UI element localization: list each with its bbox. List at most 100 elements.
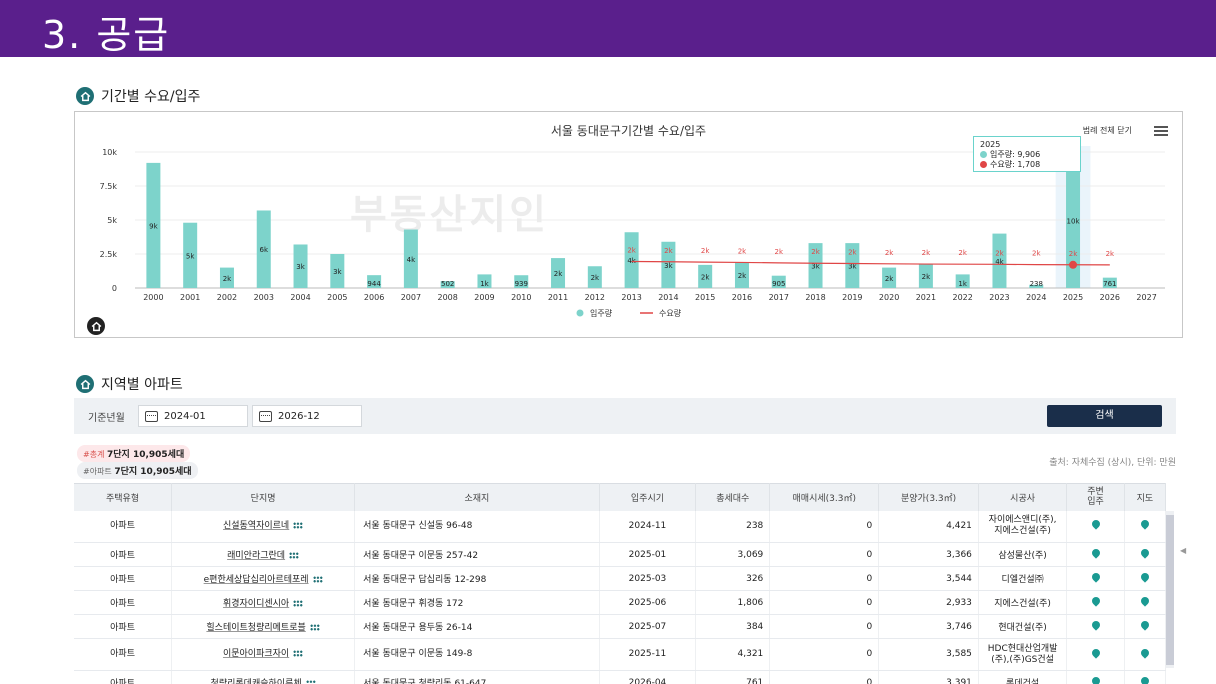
nearby-supply-pin-cell[interactable] (1066, 566, 1125, 591)
building-grid-icon[interactable] (293, 600, 304, 607)
bar-data-label: 502 (441, 280, 454, 288)
y-tick-label: 10k (102, 148, 117, 157)
column-header[interactable]: 매매시세(3.3㎡) (769, 483, 880, 511)
complex-name-link-text[interactable]: 신설동역자이르네 (222, 520, 290, 531)
map-pin-cell[interactable] (1124, 670, 1167, 684)
complex-name-link[interactable]: 래미안라그란데 (171, 542, 356, 567)
table-row[interactable]: 아파트 이문아이파크자이 서울 동대문구 이문동 149-8 2025-11 4,321… (74, 638, 1167, 671)
map-pin-cell[interactable] (1124, 510, 1167, 543)
nearby-supply-pin-cell[interactable] (1066, 542, 1125, 567)
nearby-supply-pin-icon[interactable] (1089, 595, 1102, 607)
address-cell-text: 서울 동대문구 신설동 96-48 (363, 520, 473, 531)
nearby-supply-pin-cell[interactable] (1066, 590, 1125, 615)
map-pin-cell[interactable] (1124, 566, 1167, 591)
demand-point-highlight (1069, 260, 1078, 269)
table-row[interactable]: 아파트 휘경자이디센시아 서울 동대문구 휘경동 172 2025-06 1,806 0 2… (74, 590, 1167, 615)
column-header[interactable]: 소재지 (354, 483, 600, 511)
legend-demand-label: 수요량 (659, 308, 682, 318)
complex-name-link[interactable]: 이문아이파크자이 (171, 638, 356, 671)
section-title-region-label: 지역별 아파트 (101, 377, 183, 393)
column-header[interactable]: 주택유형 (74, 483, 173, 511)
complex-name-link-text[interactable]: 이문아이파크자이 (222, 649, 290, 659)
complex-name-link-text[interactable]: e편한세상답십리아르테포레 (203, 575, 309, 585)
complex-name-link[interactable]: e편한세상답십리아르테포레 (171, 566, 356, 591)
total-badge: #총계 7단지 10,905세대 (77, 445, 191, 462)
apartment-table-wrapper: 주택유형 단지명 소재지 입주시기 총세대수 매매시세(3.3㎡) 분양가(3.… (74, 483, 1176, 684)
map-pin-icon[interactable] (1139, 571, 1151, 583)
date-from-field[interactable]: 2024-01 (138, 405, 248, 427)
housing-type-cell: 아파트 (74, 670, 173, 684)
table-row[interactable]: 아파트 힐스테이트청량리메트로블 서울 동대문구 용두동 26-14 2025-07 3… (74, 614, 1167, 639)
table-row[interactable]: 아파트 래미안라그란데 서울 동대문구 이문동 257-42 2025-01 3,069… (74, 542, 1167, 567)
move-in-date-cell-text: 2026-04 (628, 677, 667, 684)
column-header[interactable]: 분양가(3.3㎡) (878, 483, 979, 511)
home-icon[interactable] (87, 317, 105, 335)
column-header[interactable]: 단지명 (171, 483, 356, 511)
calendar-icon (259, 410, 272, 422)
map-pin-cell[interactable] (1124, 590, 1167, 615)
total-units-cell: 4,321 (695, 638, 771, 671)
nearby-supply-pin-icon[interactable] (1089, 646, 1102, 659)
map-pin-cell[interactable] (1124, 638, 1167, 671)
nearby-supply-pin-icon[interactable] (1089, 571, 1102, 583)
bar-supply (698, 264, 713, 288)
building-grid-icon[interactable] (305, 680, 316, 684)
date-to-field[interactable]: 2026-12 (252, 405, 362, 427)
building-grid-icon[interactable] (309, 624, 320, 631)
nearby-supply-pin-cell[interactable] (1066, 670, 1125, 684)
map-pin-icon[interactable] (1139, 595, 1151, 607)
caret-left-icon[interactable]: ◀ (1180, 546, 1187, 555)
nearby-supply-pin-icon[interactable] (1089, 547, 1102, 559)
bar-supply (551, 258, 566, 288)
nearby-supply-pin-cell[interactable] (1066, 614, 1125, 639)
table-row[interactable]: 아파트 청량리롯데캐슬하이루체 서울 동대문구 청량리동 61-647 2026-04… (74, 670, 1167, 684)
map-pin-icon[interactable] (1139, 547, 1151, 559)
map-pin-cell[interactable] (1124, 614, 1167, 639)
sale-price-cell: 0 (769, 590, 880, 615)
table-scrollbar-thumb[interactable] (1166, 515, 1174, 665)
nearby-supply-pin-icon[interactable] (1089, 675, 1102, 684)
complex-name-link[interactable]: 힐스테이트청량리메트로블 (171, 614, 356, 639)
move-in-date-cell-text: 2025-07 (628, 621, 667, 632)
x-tick-label: 2008 (437, 293, 457, 302)
map-pin-cell[interactable] (1124, 542, 1167, 567)
complex-name-link[interactable]: 휘경자이디센시아 (171, 590, 356, 615)
demand-data-label: 2k (701, 247, 710, 255)
map-pin-icon[interactable] (1139, 619, 1151, 631)
map-pin-icon[interactable] (1139, 646, 1151, 659)
complex-name-link-text[interactable]: 래미안라그란데 (227, 551, 286, 561)
search-button[interactable]: 검색 (1047, 405, 1162, 427)
column-header[interactable]: 입주시기 (599, 483, 697, 511)
complex-name-link-text[interactable]: 힐스테이트청량리메트로블 (206, 623, 306, 633)
building-grid-icon[interactable] (293, 521, 304, 529)
map-pin-icon[interactable] (1139, 675, 1151, 684)
complex-name-link-text[interactable]: 청량리롯데캐슬하이루체 (210, 679, 302, 684)
complex-name-link-text[interactable]: 휘경자이디센시아 (222, 599, 290, 609)
housing-type-cell-text: 아파트 (110, 599, 135, 609)
x-tick-label: 2024 (1026, 293, 1046, 302)
nearby-supply-pin-icon[interactable] (1089, 518, 1102, 530)
x-tick-label: 2017 (769, 293, 789, 302)
table-row[interactable]: 아파트 e편한세상답십리아르테포레 서울 동대문구 답십리동 12-298 2025-… (74, 566, 1167, 591)
map-pin-icon[interactable] (1139, 518, 1151, 530)
apartment-table: 주택유형 단지명 소재지 입주시기 총세대수 매매시세(3.3㎡) 분양가(3.… (74, 483, 1167, 684)
supply-demand-chart: 부동산지인 0 2.5k 5k 7.5k 10k 2000 9k 2001 5k 2002 2k 20… (74, 111, 1183, 338)
column-header[interactable]: 총세대수 (695, 483, 771, 511)
hamburger-menu-icon[interactable] (1154, 126, 1168, 136)
building-grid-icon[interactable] (293, 650, 304, 657)
building-grid-icon[interactable] (289, 552, 300, 559)
nearby-supply-pin-icon[interactable] (1089, 619, 1102, 631)
nearby-supply-pin-cell[interactable] (1066, 638, 1125, 671)
building-grid-icon[interactable] (312, 576, 323, 583)
nearby-supply-pin-cell[interactable] (1066, 510, 1125, 543)
column-header[interactable]: 주변 입주 (1066, 483, 1125, 511)
column-header[interactable]: 지도 (1124, 483, 1167, 511)
table-scrollbar[interactable] (1166, 511, 1174, 668)
offer-price-cell-text: 3,746 (946, 621, 972, 632)
complex-name-link[interactable]: 신설동역자이르네 (171, 510, 356, 543)
complex-name-link[interactable]: 청량리롯데캐슬하이루체 (171, 670, 356, 684)
column-header[interactable]: 시공사 (978, 483, 1068, 511)
legend-toggle-button[interactable]: 범례 전체 닫기 (1082, 126, 1132, 135)
x-tick-label: 2001 (180, 293, 200, 302)
table-row[interactable]: 아파트 신설동역자이르네 서울 동대문구 신설동 96-48 2024-11 238 0 4… (74, 510, 1167, 543)
